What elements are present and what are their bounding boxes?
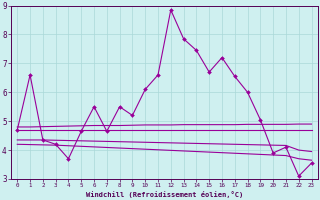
X-axis label: Windchill (Refroidissement éolien,°C): Windchill (Refroidissement éolien,°C) [86,191,243,198]
